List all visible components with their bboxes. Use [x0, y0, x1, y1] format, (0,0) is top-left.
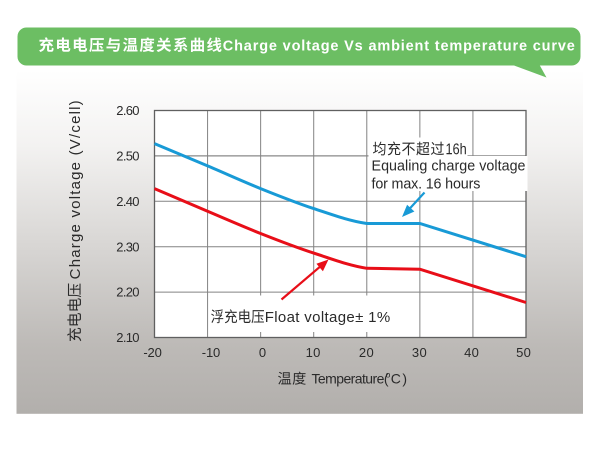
svg-text:2.10: 2.10 [116, 330, 139, 345]
svg-text:2.30: 2.30 [116, 239, 139, 254]
svg-text:for max. 16 hours: for max. 16 hours [372, 177, 481, 193]
svg-text:2.60: 2.60 [116, 103, 139, 118]
svg-text:40: 40 [464, 345, 479, 360]
svg-text:10: 10 [306, 345, 321, 360]
svg-text:Charge voltage (V/cell): Charge voltage (V/cell) [67, 100, 84, 279]
svg-text:-20: -20 [143, 345, 162, 360]
svg-text:-10: -10 [202, 345, 221, 360]
svg-text:20: 20 [359, 345, 374, 360]
svg-text:Equaling charge voltage: Equaling charge voltage [372, 159, 526, 175]
svg-text:0: 0 [259, 345, 266, 360]
svg-text:2.40: 2.40 [116, 194, 139, 209]
svg-text:2.20: 2.20 [116, 285, 139, 300]
svg-text:2.50: 2.50 [116, 149, 139, 164]
svg-text:Float voltage± 1%: Float voltage± 1% [265, 309, 391, 326]
svg-text:30: 30 [412, 345, 427, 360]
svg-text:50: 50 [516, 345, 531, 360]
svg-text:Temperature(: Temperature( [312, 371, 389, 387]
svg-text:C): C) [391, 371, 407, 387]
svg-text:Charge voltage Vs ambient temp: Charge voltage Vs ambient temperature cu… [223, 39, 575, 55]
svg-text:o: o [386, 370, 391, 380]
